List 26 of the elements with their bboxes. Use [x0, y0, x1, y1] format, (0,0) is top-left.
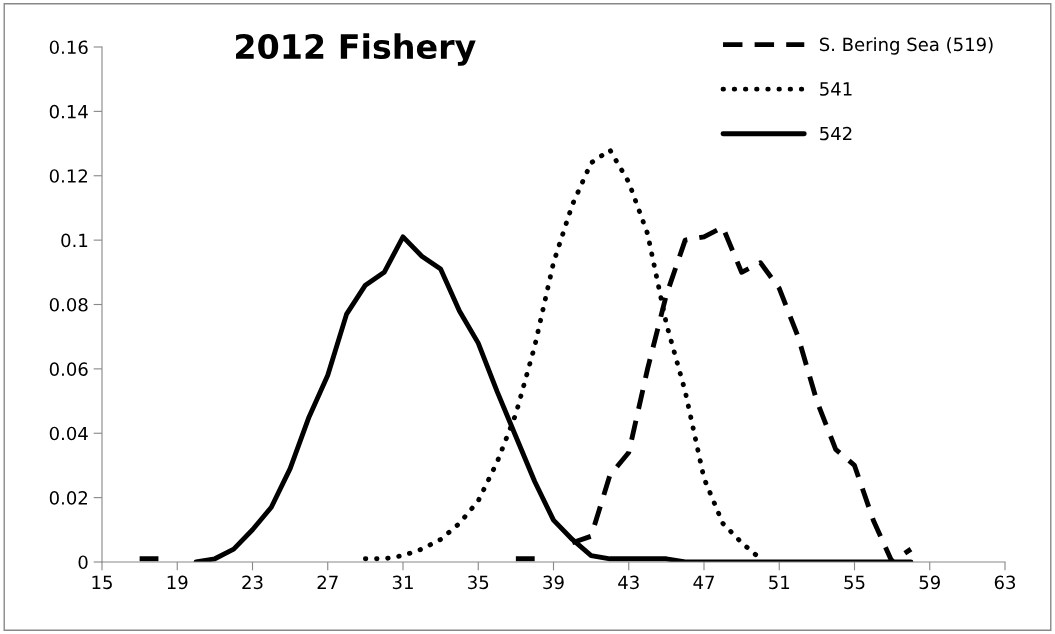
- x-tick-label: 19: [167, 575, 188, 590]
- x-tick-label: 27: [317, 575, 338, 589]
- y-tick-label: 0.06: [49, 362, 88, 376]
- x-tick-label: 47: [693, 575, 714, 589]
- x-tick-label: 51: [769, 575, 790, 590]
- x-tick-label: 43: [618, 575, 639, 590]
- x-tick-label: 55: [844, 575, 865, 590]
- x-tick-label: 35: [468, 575, 489, 590]
- y-tick-label: 0.1: [61, 233, 88, 248]
- x-tick-label: 63: [994, 575, 1016, 590]
- y-tick-label: 0: [78, 555, 88, 570]
- legend-label: S. Bering Sea (519): [819, 37, 993, 55]
- x-tick-label: 15: [92, 575, 112, 590]
- y-tick-label: 0.04: [49, 426, 88, 441]
- x-tick-label: 59: [919, 575, 940, 590]
- x-tick-label: 23: [242, 575, 263, 590]
- y-tick-label: 0.16: [49, 40, 88, 55]
- x-tick-label: 39: [543, 575, 564, 590]
- y-tick-label: 0.12: [49, 169, 87, 183]
- chart-title: 2012 Fishery: [236, 33, 476, 66]
- legend-label: 542: [820, 126, 852, 141]
- y-tick-label: 0.14: [49, 104, 88, 119]
- x-tick-label: 31: [392, 575, 413, 590]
- y-tick-label: 0.02: [49, 491, 87, 505]
- y-tick-label: 0.08: [49, 297, 88, 312]
- legend-label: 541: [820, 82, 852, 96]
